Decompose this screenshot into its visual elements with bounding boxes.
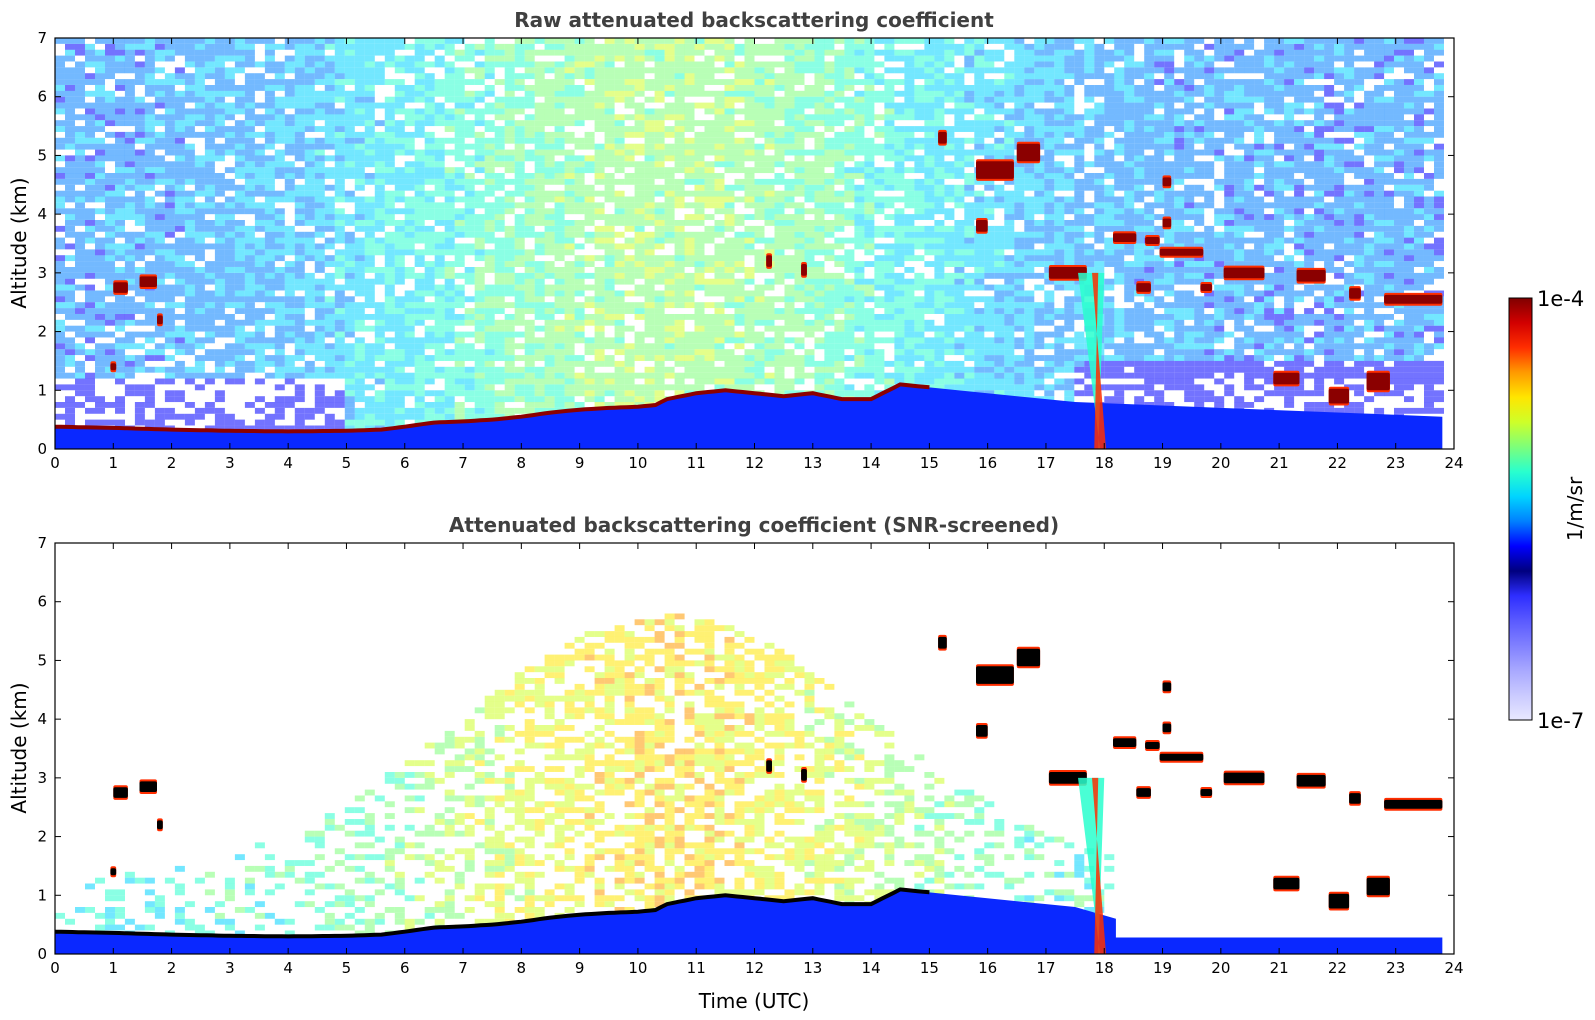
x-tick-label: 8: [517, 959, 527, 977]
x-tick-label: 5: [342, 454, 352, 472]
x-tick-label: 22: [1328, 454, 1347, 472]
x-tick-label: 3: [225, 959, 235, 977]
colorbar-min-label: 1e-7: [1537, 709, 1584, 733]
y-tick-label: 7: [37, 534, 47, 552]
x-axis-label: Time (UTC): [698, 989, 810, 1013]
x-tick-label: 23: [1386, 959, 1405, 977]
y-tick-label: 5: [37, 146, 47, 164]
x-tick-label: 14: [862, 959, 881, 977]
x-tick-label: 10: [628, 454, 647, 472]
x-tick-label: 15: [920, 959, 939, 977]
top-plot-area: [55, 38, 1444, 449]
top-axes: 0 1 2 3 4 5 6 7 8 9 10 11 12 13 14 15 16 17 18 19 20 21 22 23 24…: [37, 29, 1463, 472]
x-tick-label: 10: [628, 959, 647, 977]
x-tick-label: 0: [50, 454, 60, 472]
y-tick-label: 5: [37, 651, 47, 669]
y-tick-label: 3: [37, 769, 47, 787]
x-tick-label: 13: [803, 959, 822, 977]
y-tick-label: 7: [37, 29, 47, 47]
x-tick-label: 22: [1328, 959, 1347, 977]
y-tick-label: 2: [37, 828, 47, 846]
x-tick-label: 21: [1270, 959, 1289, 977]
x-tick-label: 24: [1444, 454, 1463, 472]
bottom-axes: 0 1 2 3 4 5 6 7 8 9 10 11 12 13 14 15 16 17 18 19 20 21 22 23 24…: [37, 534, 1463, 977]
x-tick-label: 18: [1095, 959, 1114, 977]
x-tick-label: 11: [687, 959, 706, 977]
x-tick-label: 7: [458, 454, 468, 472]
y-tick-label: 0: [37, 440, 47, 458]
x-tick-label: 9: [575, 959, 585, 977]
cloud-layers: [110, 634, 1443, 911]
x-tick-label: 17: [1036, 454, 1055, 472]
x-tick-label: 6: [400, 454, 410, 472]
x-tick-label: 15: [920, 454, 939, 472]
boundary-layer-top: [55, 382, 930, 434]
colorbar-max-label: 1e-4: [1537, 287, 1584, 311]
bottom-plot-area: [55, 613, 1443, 954]
y-tick-label: 0: [37, 945, 47, 963]
colorbar: 1e-4 1e-7 1/m/sr: [1508, 287, 1587, 733]
x-tick-label: 17: [1036, 959, 1055, 977]
x-tick-label: 12: [745, 454, 764, 472]
colorbar-unit-label: 1/m/sr: [1563, 476, 1587, 541]
x-tick-label: 1: [109, 959, 119, 977]
x-tick-label: 3: [225, 454, 235, 472]
x-tick-label: 5: [342, 959, 352, 977]
boundary-layer-top: [55, 887, 930, 939]
y-tick-label: 1: [37, 886, 47, 904]
x-tick-label: 7: [458, 959, 468, 977]
x-tick-label: 1: [109, 454, 119, 472]
x-tick-label: 16: [978, 959, 997, 977]
x-tick-label: 9: [575, 454, 585, 472]
x-tick-label: 6: [400, 959, 410, 977]
x-tick-label: 24: [1444, 959, 1463, 977]
y-tick-label: 4: [37, 205, 47, 223]
x-tick-label: 2: [167, 454, 177, 472]
x-tick-label: 12: [745, 959, 764, 977]
x-tick-label: 0: [50, 959, 60, 977]
x-tick-label: 21: [1270, 454, 1289, 472]
top-y-axis-label: Altitude (km): [7, 177, 31, 308]
x-tick-label: 2: [167, 959, 177, 977]
y-tick-label: 1: [37, 381, 47, 399]
x-tick-label: 14: [862, 454, 881, 472]
backscatter-speckle: [55, 613, 1115, 937]
x-tick-label: 8: [517, 454, 527, 472]
x-tick-label: 19: [1153, 454, 1172, 472]
y-tick-label: 6: [37, 88, 47, 106]
backscatter-speckle: [55, 38, 1444, 432]
bottom-y-axis-label: Altitude (km): [7, 682, 31, 813]
y-tick-label: 6: [37, 593, 47, 611]
x-tick-label: 19: [1153, 959, 1172, 977]
x-tick-label: 13: [803, 454, 822, 472]
x-tick-label: 23: [1386, 454, 1405, 472]
top-title: Raw attenuated backscattering coefficien…: [514, 8, 994, 32]
cloud-layers: [110, 129, 1443, 406]
x-tick-label: 11: [687, 454, 706, 472]
y-tick-label: 4: [37, 710, 47, 728]
x-tick-label: 20: [1211, 454, 1230, 472]
x-tick-label: 4: [283, 454, 293, 472]
x-tick-label: 16: [978, 454, 997, 472]
x-tick-label: 20: [1211, 959, 1230, 977]
colorbar-gradient: [1508, 297, 1533, 721]
x-tick-label: 18: [1095, 454, 1114, 472]
x-tick-label: 4: [283, 959, 293, 977]
bottom-title: Attenuated backscattering coefficient (S…: [449, 513, 1059, 537]
y-tick-label: 2: [37, 323, 47, 341]
y-tick-label: 3: [37, 264, 47, 282]
